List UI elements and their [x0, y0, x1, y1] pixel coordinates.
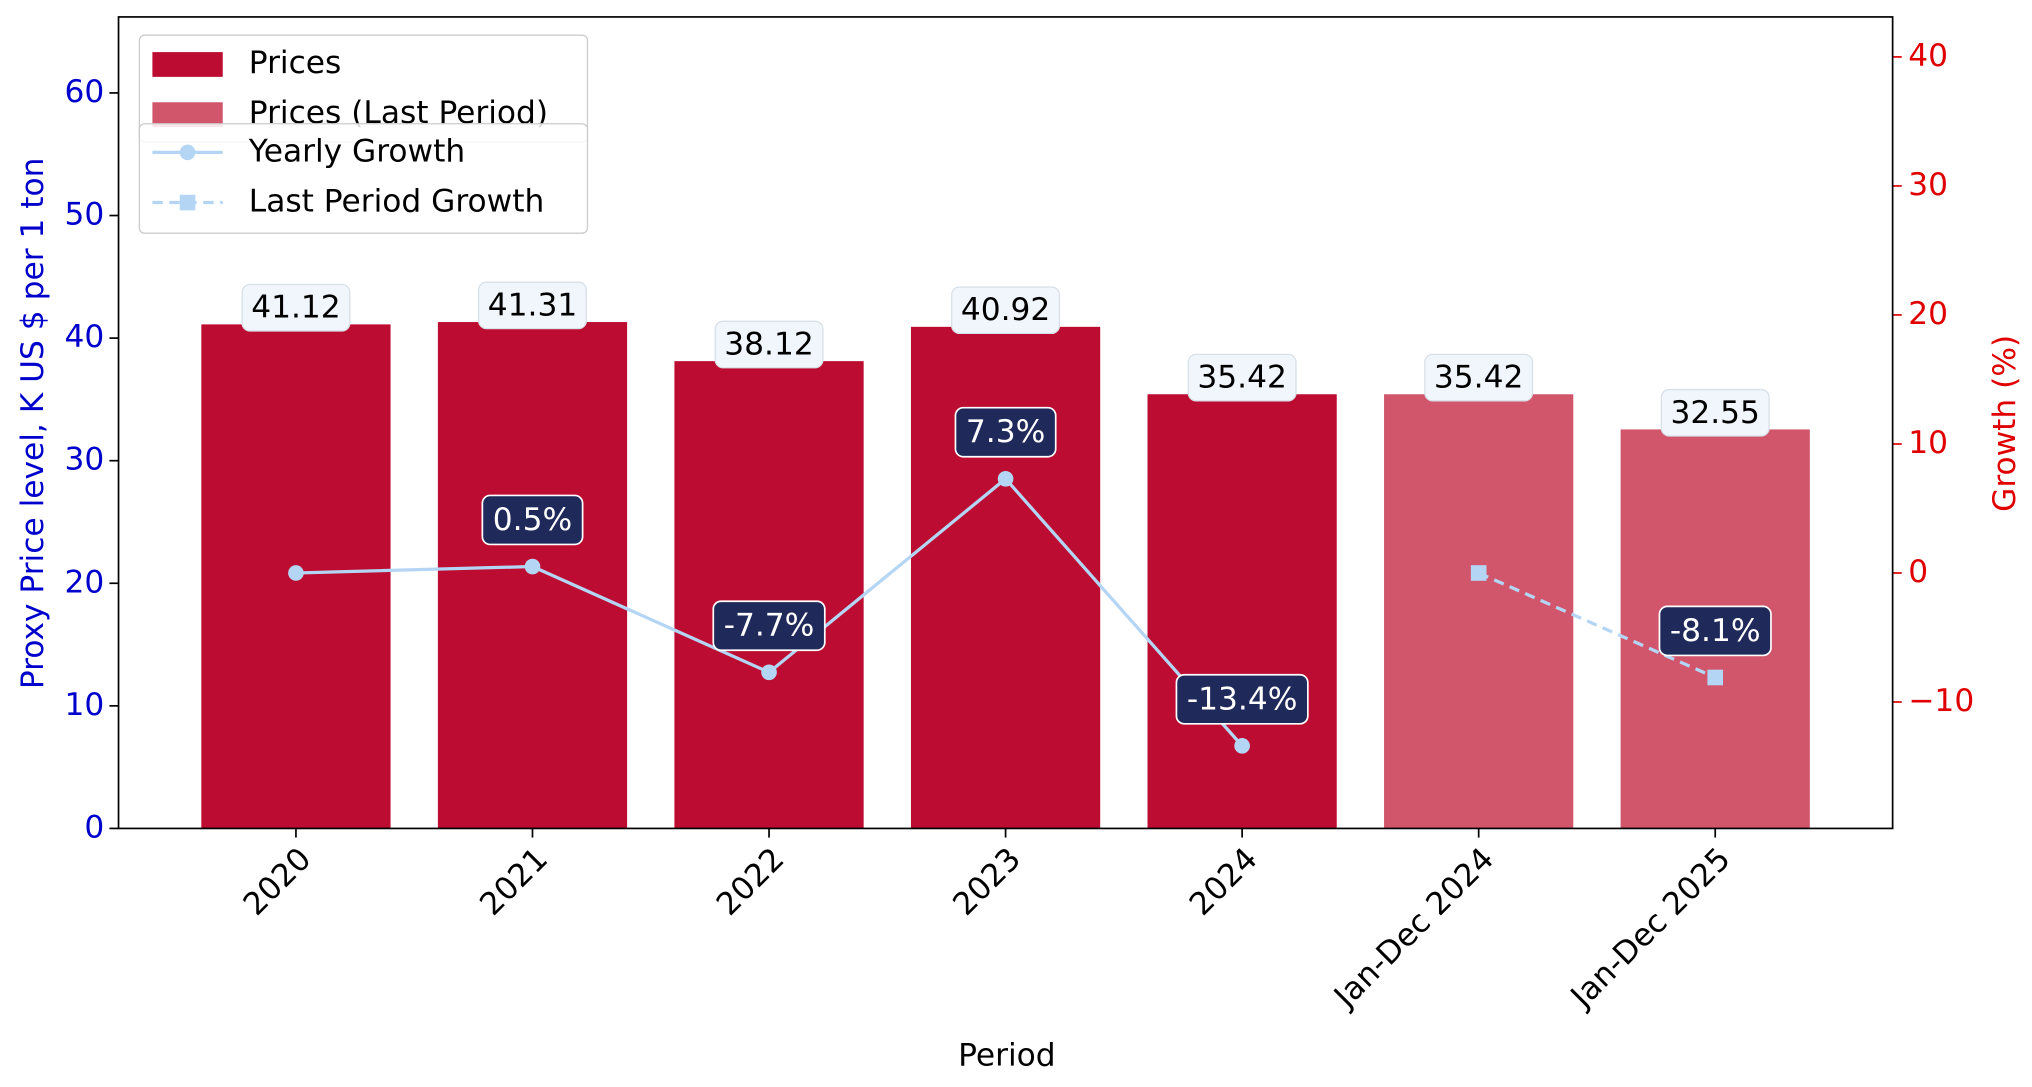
growth-label: -7.7% — [724, 608, 815, 644]
legend-marker — [179, 144, 196, 161]
growth-label: -13.4% — [1187, 681, 1298, 717]
y2-tick-label: 10 — [1908, 425, 1948, 461]
x-tick-label: 2022 — [710, 841, 792, 923]
bar-label-box — [477, 281, 587, 330]
x-axis-label: Period — [958, 1037, 1055, 1073]
y-tick-label: 60 — [64, 74, 104, 110]
growth-marker — [761, 664, 777, 681]
bar-label: 40.92 — [961, 292, 1050, 328]
bar-label: 41.31 — [488, 287, 577, 323]
y-tick-label: 10 — [64, 687, 104, 723]
y2-tick-label: 20 — [1908, 296, 1948, 332]
y-tick-label: 20 — [64, 564, 104, 600]
growth-label-box — [1658, 605, 1772, 657]
y-axis-label: Proxy Price level, K US $ per 1 ton — [15, 158, 51, 690]
growth-marker — [997, 470, 1014, 487]
legend-swatch — [152, 52, 223, 77]
bar — [1147, 394, 1337, 829]
growth-label-box — [954, 406, 1057, 458]
x-tick-label: 2023 — [946, 841, 1028, 923]
y2-tick-label: −10 — [1908, 683, 1974, 719]
legend-swatch — [152, 102, 223, 128]
bar — [1384, 394, 1574, 829]
bar-label-box — [1660, 388, 1770, 437]
bar-label: 38.12 — [724, 327, 813, 363]
growth-label: 0.5% — [493, 502, 572, 538]
growth-marker — [1234, 738, 1250, 754]
growth-label-box — [712, 600, 826, 652]
growth-marker — [1470, 565, 1487, 581]
x-tick-label: Jan-Dec 2025 — [1563, 841, 1738, 1016]
x-tick-label: Jan-Dec 2024 — [1326, 841, 1501, 1016]
growth-label-box — [481, 494, 584, 546]
growth-line — [1478, 571, 1716, 679]
y2-tick-label: 40 — [1908, 38, 1948, 74]
y-tick-label: 0 — [84, 809, 104, 845]
bar — [437, 322, 628, 829]
y2-tick-label: 0 — [1908, 554, 1928, 590]
bar-label: 41.12 — [251, 290, 340, 326]
bar-label: 35.42 — [1434, 360, 1523, 396]
bar-label: 32.55 — [1670, 395, 1759, 431]
bar — [910, 326, 1101, 829]
legend-box — [138, 123, 589, 234]
bar-label-box — [951, 286, 1061, 335]
legend-label: Yearly Growth — [248, 133, 465, 169]
bar-label-box — [241, 283, 351, 332]
x-tick-label: 2024 — [1183, 841, 1265, 923]
x-tick-label: 2020 — [237, 841, 319, 923]
y-tick-label: 30 — [64, 442, 104, 478]
growth-marker — [1707, 669, 1724, 686]
y2-axis-label: Growth (%) — [1987, 335, 2023, 512]
bar-label-box — [1187, 353, 1297, 402]
bar-label-box — [714, 320, 824, 369]
growth-label: -8.1% — [1670, 613, 1761, 649]
bar — [674, 361, 864, 829]
y-tick-label: 50 — [64, 197, 104, 233]
bar-label: 35.42 — [1197, 360, 1286, 396]
growth-label-box — [1175, 673, 1309, 725]
y-tick-label: 40 — [64, 319, 104, 355]
bar-label-box — [1424, 353, 1534, 402]
growth-label: 7.3% — [966, 414, 1045, 450]
x-tick-label: 2021 — [473, 841, 555, 923]
legend-label: Prices — [249, 45, 342, 81]
legend-label: Last Period Growth — [249, 184, 545, 220]
y2-tick-label: 30 — [1908, 167, 1948, 203]
growth-marker — [524, 558, 541, 575]
growth-marker — [288, 565, 304, 581]
legend-marker — [179, 194, 196, 211]
